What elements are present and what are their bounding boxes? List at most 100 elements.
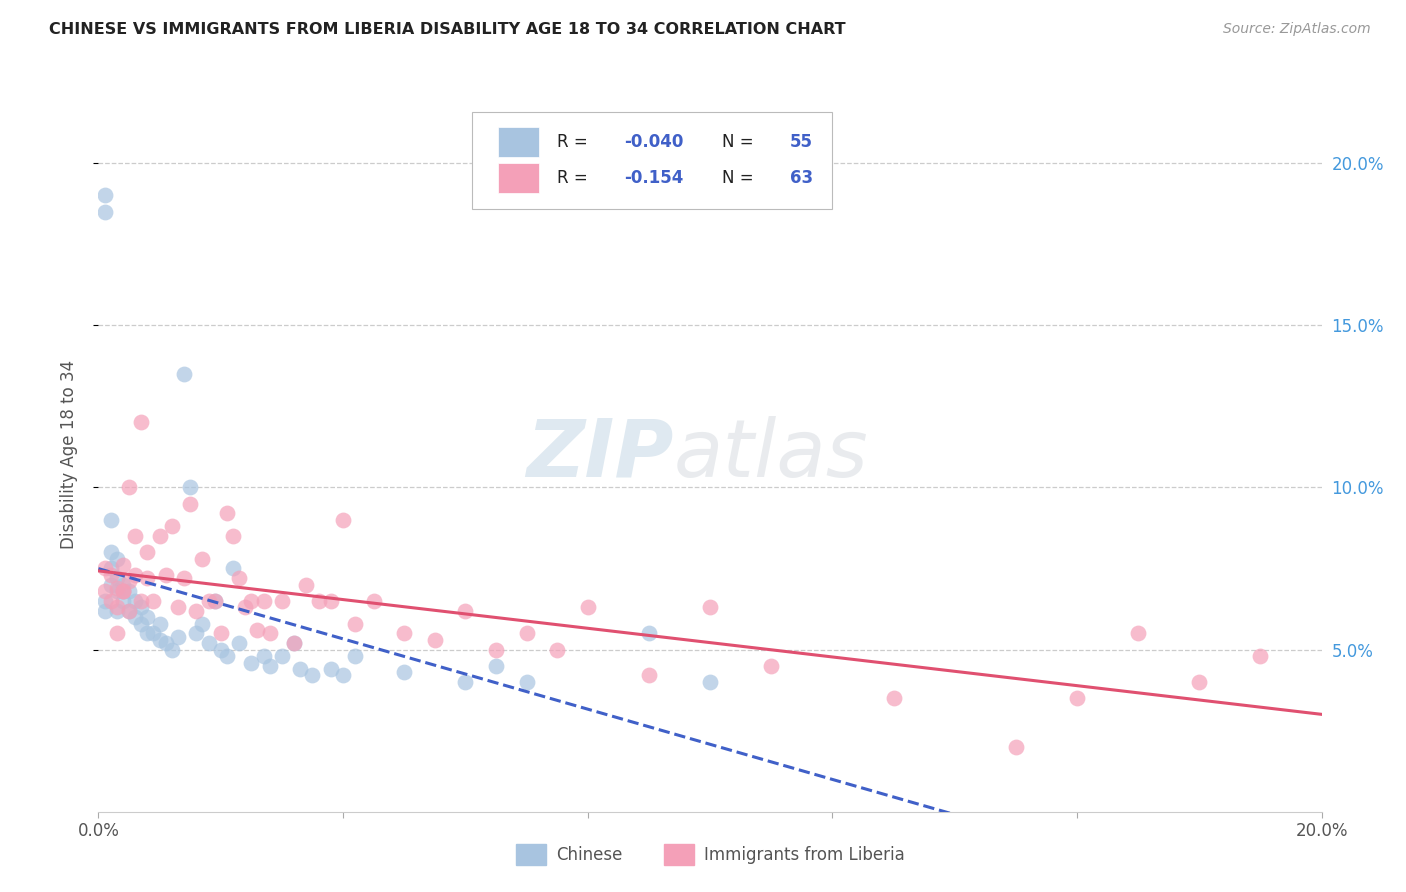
Point: [699, 600, 721, 615]
Text: R =: R =: [557, 169, 599, 187]
Point: [197, 594, 219, 608]
Point: [167, 630, 190, 644]
Text: -0.040: -0.040: [624, 133, 683, 151]
Point: [93, 561, 115, 575]
Point: [124, 529, 146, 543]
Point: [215, 506, 238, 520]
Point: [240, 594, 263, 608]
Point: [105, 584, 128, 599]
Point: [149, 616, 172, 631]
Point: [93, 604, 115, 618]
Point: [105, 551, 128, 566]
Point: [111, 594, 134, 608]
Point: [111, 584, 134, 599]
Point: [155, 636, 177, 650]
Point: [105, 604, 128, 618]
Point: [252, 648, 274, 663]
Point: [637, 626, 661, 640]
Point: [129, 616, 152, 631]
Point: [118, 604, 141, 618]
Point: [233, 600, 256, 615]
Point: [173, 367, 195, 381]
Point: [93, 594, 115, 608]
Point: [129, 594, 152, 608]
Point: [124, 568, 146, 582]
Point: [191, 616, 214, 631]
Point: [332, 513, 354, 527]
Point: [204, 594, 226, 608]
Point: [100, 568, 122, 582]
Point: [637, 668, 661, 682]
Y-axis label: Disability Age 18 to 34: Disability Age 18 to 34: [59, 360, 77, 549]
Point: [160, 642, 183, 657]
Point: [111, 577, 134, 591]
Point: [363, 594, 385, 608]
Point: [173, 571, 195, 585]
Point: [136, 571, 159, 585]
Point: [191, 551, 214, 566]
Point: [319, 662, 342, 676]
Point: [485, 642, 508, 657]
Point: [149, 529, 172, 543]
Point: [209, 642, 232, 657]
Point: [699, 675, 721, 690]
Point: [111, 558, 134, 573]
Point: [118, 584, 141, 599]
Point: [423, 632, 446, 647]
Point: [308, 594, 330, 608]
Point: [759, 658, 782, 673]
Text: N =: N =: [723, 169, 759, 187]
Point: [270, 648, 292, 663]
Point: [186, 604, 208, 618]
Text: N =: N =: [723, 133, 759, 151]
Point: [167, 600, 190, 615]
Point: [344, 616, 367, 631]
Point: [93, 204, 115, 219]
Point: [454, 604, 477, 618]
Point: [100, 513, 122, 527]
FancyBboxPatch shape: [471, 112, 832, 209]
Point: [454, 675, 477, 690]
Point: [1188, 675, 1211, 690]
Point: [93, 188, 115, 202]
Point: [100, 561, 122, 575]
Legend: Chinese, Immigrants from Liberia: Chinese, Immigrants from Liberia: [509, 838, 911, 871]
Point: [124, 594, 146, 608]
Point: [319, 594, 342, 608]
FancyBboxPatch shape: [498, 163, 538, 193]
Text: 55: 55: [790, 133, 813, 151]
Point: [100, 545, 122, 559]
Point: [516, 675, 538, 690]
Point: [1004, 739, 1026, 754]
Point: [222, 561, 245, 575]
Text: -0.154: -0.154: [624, 169, 683, 187]
Point: [179, 480, 201, 494]
Point: [149, 632, 172, 647]
Point: [301, 668, 323, 682]
Point: [392, 626, 416, 640]
Point: [204, 594, 226, 608]
Point: [283, 636, 305, 650]
Point: [295, 577, 318, 591]
Point: [105, 571, 128, 585]
Point: [155, 568, 177, 582]
Point: [1128, 626, 1150, 640]
Point: [100, 594, 122, 608]
Point: [228, 571, 250, 585]
Text: CHINESE VS IMMIGRANTS FROM LIBERIA DISABILITY AGE 18 TO 34 CORRELATION CHART: CHINESE VS IMMIGRANTS FROM LIBERIA DISAB…: [49, 22, 846, 37]
Point: [215, 648, 238, 663]
Point: [392, 665, 416, 680]
Point: [129, 600, 152, 615]
Point: [883, 691, 905, 706]
Point: [136, 610, 159, 624]
Point: [124, 610, 146, 624]
Point: [246, 623, 269, 637]
Point: [136, 626, 159, 640]
Text: ZIP: ZIP: [526, 416, 673, 494]
Point: [142, 626, 165, 640]
Point: [179, 497, 201, 511]
Point: [142, 594, 165, 608]
Point: [129, 416, 152, 430]
Point: [197, 636, 219, 650]
Point: [160, 519, 183, 533]
